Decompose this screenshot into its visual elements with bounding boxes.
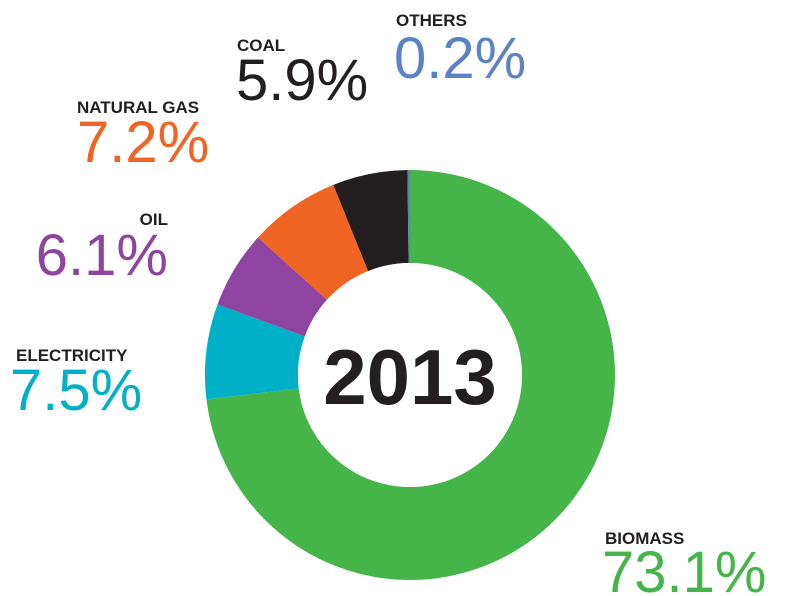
slice <box>206 170 616 580</box>
category-label: BIOMASS <box>605 529 684 548</box>
value-label: 7.5% <box>10 358 142 423</box>
category-label: NATURAL GAS <box>77 98 199 117</box>
value-label: 5.9% <box>236 48 368 113</box>
category-label: OTHERS <box>396 11 467 30</box>
hole <box>298 263 522 487</box>
category-label: COAL <box>237 36 285 55</box>
value-label: 73.1% <box>602 540 766 596</box>
value-label: 7.2% <box>77 110 209 175</box>
slice <box>333 170 409 272</box>
value-label: 6.1% <box>36 223 168 288</box>
slice <box>407 170 410 264</box>
value-label: 0.2% <box>394 26 526 91</box>
slice <box>257 184 369 300</box>
category-label: OIL <box>140 210 168 229</box>
category-label: ELECTRICITY <box>16 346 128 365</box>
center-label: 2013 <box>323 333 497 421</box>
slice <box>205 304 305 400</box>
slice <box>217 237 327 337</box>
